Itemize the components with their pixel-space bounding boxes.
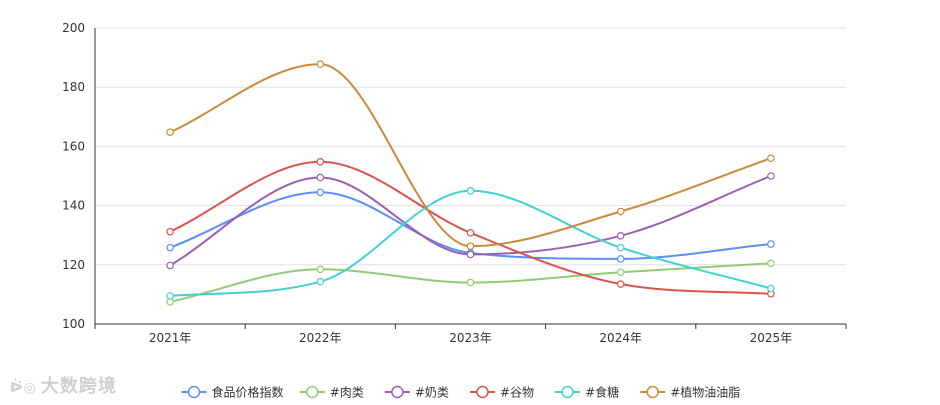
series-4 [166, 187, 775, 300]
legend-swatch-marker [476, 385, 489, 399]
data-point [616, 255, 625, 263]
legend-item[interactable]: #肉类 [299, 385, 364, 400]
data-point [316, 188, 325, 197]
data-point [316, 265, 325, 274]
data-point [316, 277, 325, 286]
legend-label: #肉类 [330, 386, 364, 400]
watermark: ᐖ◎ 大数跨境 [10, 372, 117, 398]
legend-swatch-marker [646, 385, 659, 399]
legend-swatch-marker [306, 385, 319, 399]
data-point [616, 280, 625, 288]
legend-swatch-marker [187, 385, 201, 399]
data-point [316, 60, 325, 68]
legend-label: #食糖 [585, 385, 619, 400]
data-point [166, 292, 174, 300]
data-point [466, 187, 475, 195]
legend-label: #奶类 [415, 386, 449, 400]
data-point [767, 172, 775, 180]
axes: 100 120 140 160 180 200 2021年 2022年 2023年 2024年 20… [62, 21, 847, 345]
series-line [169, 160, 771, 295]
legend-swatch-marker [391, 385, 404, 399]
legend-label: #植物油油脂 [670, 385, 740, 400]
x-tick-label: 2025年 [750, 331, 793, 345]
watermark-logo-icon: ᐖ◎ [10, 380, 37, 396]
data-point [466, 242, 475, 250]
x-tick-label: 2021年 [149, 331, 192, 345]
data-point [166, 128, 174, 136]
data-point [767, 284, 775, 293]
watermark-text: 大数跨境 [40, 376, 117, 397]
data-point [316, 157, 325, 166]
y-tick-label: 160 [62, 139, 85, 153]
legend-item[interactable]: #谷物 [470, 386, 534, 400]
data-point [767, 154, 775, 163]
series-group [166, 60, 775, 306]
series-2 [166, 172, 775, 270]
x-tick-label: 2022年 [299, 331, 342, 345]
data-point [316, 173, 325, 182]
legend-item[interactable]: #奶类 [384, 385, 449, 400]
y-tick-label: 180 [62, 80, 85, 94]
legend-label: 食品价格指数 [212, 385, 284, 400]
data-point [466, 278, 475, 287]
data-point [616, 231, 625, 240]
data-point [616, 207, 625, 216]
series-1 [166, 259, 775, 306]
data-point [767, 259, 775, 268]
y-tick-label: 140 [62, 199, 85, 213]
data-point [616, 268, 625, 277]
legend-item[interactable]: 食品价格指数 [181, 385, 284, 400]
y-tick-label: 120 [62, 258, 85, 272]
data-point [166, 227, 174, 236]
data-point [767, 240, 775, 248]
data-point [466, 229, 475, 237]
legend-swatch-marker [561, 385, 574, 399]
legend: 食品价格指数 #肉类 #奶类 #谷物 #食糖 #植物油油脂 [181, 385, 740, 400]
legend-item[interactable]: #植物油油脂 [640, 385, 740, 400]
series-5 [166, 60, 775, 250]
y-tick-label: 100 [62, 317, 85, 331]
legend-label: #谷物 [500, 386, 534, 400]
series-line [169, 63, 772, 248]
x-tick-label: 2024年 [599, 331, 642, 345]
data-point [166, 243, 174, 252]
data-point [166, 261, 174, 270]
data-point [616, 243, 625, 252]
legend-item[interactable]: #食糖 [555, 385, 619, 400]
grid-lines [95, 27, 846, 266]
data-point [466, 250, 475, 259]
y-tick-label: 200 [62, 21, 85, 35]
series-3 [166, 157, 775, 298]
x-tick-label: 2023年 [449, 331, 492, 345]
